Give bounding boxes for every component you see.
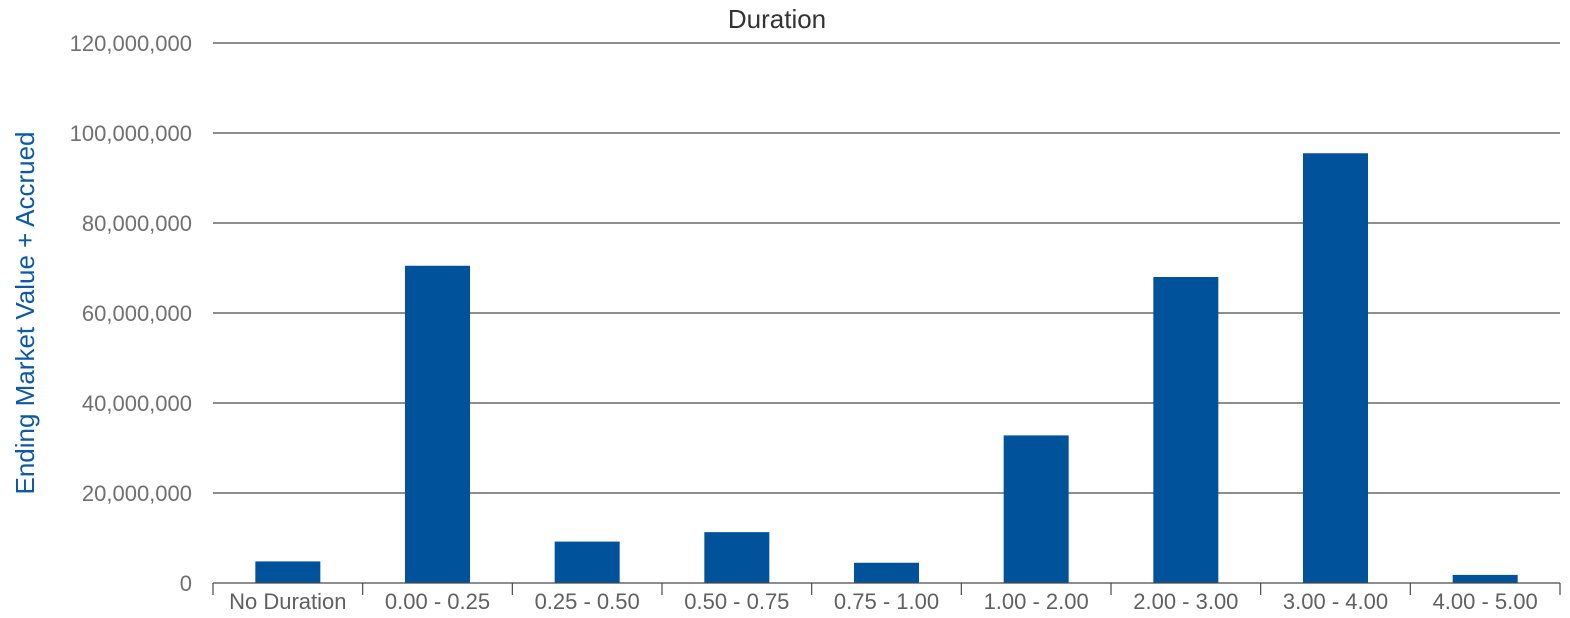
bar-2: 0.25 - 0.50: 9200000 (554, 541, 620, 583)
y-axis-label: Ending Market Value + Accrued (10, 131, 40, 494)
x-tick-label-6: 2.00 - 3.00 (1133, 589, 1238, 614)
bar-7: 3.00 - 4.00: 95500000 (1303, 153, 1368, 583)
y-tick-label-0: 0 (180, 571, 192, 596)
bar-0: No Duration: 4800000 (255, 561, 321, 583)
x-tick-label-5: 1.00 - 2.00 (984, 589, 1089, 614)
bars: No Duration: 4800000 0.00 - 0.25: 7050000… (255, 153, 1518, 583)
y-axis-ticks: 0 20,000,000 40,000,000 60,000,000 80,000,00… (70, 31, 192, 596)
x-tick-label-3: 0.50 - 0.75 (684, 589, 789, 614)
bar-4: 0.75 - 1.00: 4500000 (854, 562, 919, 583)
bar-6: 2.00 - 3.00: 68000000 (1153, 277, 1219, 583)
bar-8: 4.00 - 5.00: 1800000 (1452, 574, 1518, 583)
bar-3: 0.50 - 0.75: 11300000 (704, 532, 770, 583)
x-tick-label-4: 0.75 - 1.00 (834, 589, 939, 614)
x-tick-label-1: 0.00 - 0.25 (385, 589, 490, 614)
x-tick-label-8: 4.00 - 5.00 (1433, 589, 1538, 614)
y-tick-label-2: 40,000,000 (82, 391, 192, 416)
x-axis-ticks: No Duration 0.00 - 0.25 0.25 - 0.50 0.50 - … (229, 589, 1538, 614)
x-axis (212, 582, 1561, 595)
y-tick-label-4: 80,000,000 (82, 211, 192, 236)
y-tick-label-6: 120,000,000 (70, 31, 192, 56)
y-tick-label-1: 20,000,000 (82, 481, 192, 506)
x-tick-label-2: 0.25 - 0.50 (535, 589, 640, 614)
bar-1: 0.00 - 0.25: 70500000 (405, 265, 470, 583)
y-tick-label-5: 100,000,000 (70, 121, 192, 146)
y-tick-label-3: 60,000,000 (82, 301, 192, 326)
x-tick-label-0: No Duration (229, 589, 346, 614)
x-tick-label-7: 3.00 - 4.00 (1283, 589, 1388, 614)
chart-title: Duration (728, 4, 826, 34)
bar-5: 1.00 - 2.00: 32800000 (1003, 435, 1069, 583)
